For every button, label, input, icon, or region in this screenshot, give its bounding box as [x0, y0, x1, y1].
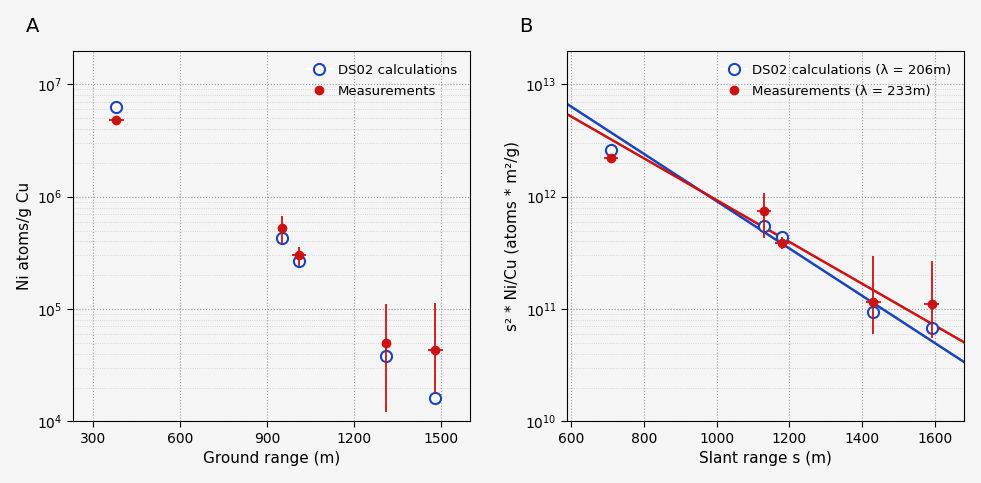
Text: B: B	[520, 17, 533, 36]
X-axis label: Ground range (m): Ground range (m)	[203, 451, 340, 466]
Legend: DS02 calculations (λ = 206m), Measurements (λ = 233m): DS02 calculations (λ = 206m), Measuremen…	[714, 57, 957, 104]
Text: A: A	[26, 17, 38, 36]
Legend: DS02 calculations, Measurements: DS02 calculations, Measurements	[299, 57, 463, 104]
Y-axis label: s² * Ni/Cu (atoms * m²/g): s² * Ni/Cu (atoms * m²/g)	[505, 141, 520, 331]
X-axis label: Slant range s (m): Slant range s (m)	[699, 451, 832, 466]
Y-axis label: Ni atoms/g Cu: Ni atoms/g Cu	[17, 182, 31, 290]
